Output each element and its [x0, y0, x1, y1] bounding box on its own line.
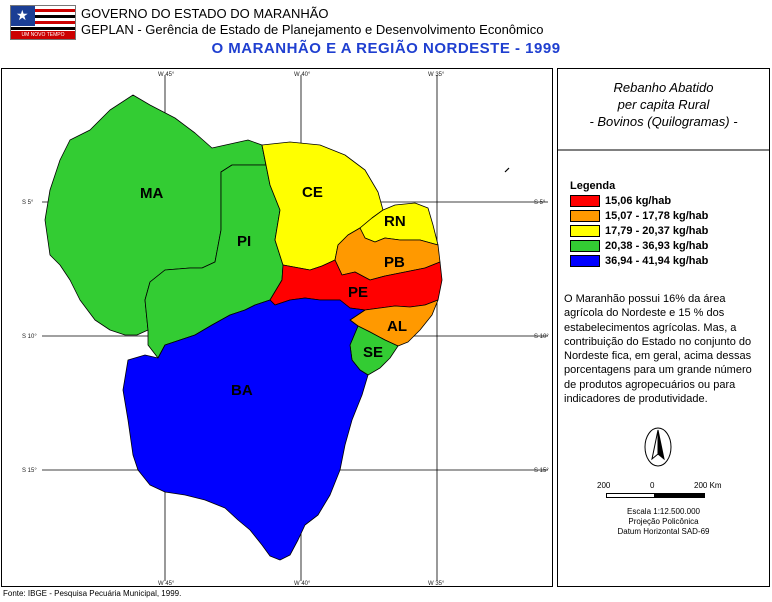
state-label-pe: PE	[348, 284, 368, 301]
logo-motto: UM NOVO TEMPO	[11, 31, 75, 39]
star-icon: ★	[16, 7, 29, 23]
coord-top-45: W 45°	[158, 72, 175, 78]
side-divider	[557, 149, 770, 151]
coord-bottom-40: W 40°	[294, 581, 311, 587]
side-title-line-3: - Bovinos (Quilogramas) -	[589, 114, 738, 129]
description-text: O Maranhão possui 16% da área agrícola d…	[564, 293, 752, 406]
coord-left-5: S 5°	[22, 200, 34, 206]
government-name: GOVERNO DO ESTADO DO MARANHÃO	[81, 6, 329, 21]
north-arrow-icon	[644, 427, 672, 467]
maranhao-flag-logo: ★ UM NOVO TEMPO	[10, 5, 76, 40]
state-label-ma: MA	[140, 185, 163, 202]
state-label-pi: PI	[237, 233, 251, 250]
side-panel-frame	[557, 68, 770, 587]
scale-text: Escala 1:12.500.000	[627, 507, 700, 516]
coord-top-40: W 40°	[294, 72, 311, 78]
coord-bottom-45: W 45°	[158, 581, 175, 587]
coord-right-10: S 10°	[534, 334, 549, 340]
coord-bottom-35: W 35°	[428, 581, 445, 587]
scale-label-right: 200 Km	[694, 481, 722, 490]
legend-swatch	[570, 210, 600, 222]
legend-swatch	[570, 240, 600, 252]
coord-top-35: W 35°	[428, 72, 445, 78]
state-label-al: AL	[387, 318, 407, 335]
legend-label: 17,79 - 20,37 kg/hab	[605, 225, 709, 237]
state-label-ce: CE	[302, 184, 323, 201]
legend-swatch	[570, 195, 600, 207]
state-label-ba: BA	[231, 382, 253, 399]
state-label-rn: RN	[384, 213, 406, 230]
coord-left-10: S 10°	[22, 334, 37, 340]
source-note: Fonte: IBGE - Pesquisa Pecuária Municipa…	[3, 589, 182, 598]
map-svg: W 45° W 40° W 35° W 45° W 40° W 35° S 5°…	[22, 72, 549, 587]
state-ba	[122, 297, 369, 561]
coord-right-5: S 5°	[534, 200, 546, 206]
side-title-line-1: Rebanho Abatido	[613, 80, 714, 95]
legend-label: 20,38 - 36,93 kg/hab	[605, 240, 709, 252]
coord-left-15: S 15°	[22, 468, 37, 474]
projection-text: Projeção Policônica	[628, 517, 699, 526]
legend-title: Legenda	[570, 180, 616, 192]
legend-swatch	[570, 225, 600, 237]
state-label-pb: PB	[384, 254, 405, 271]
coord-right-15: S 15°	[534, 468, 549, 474]
legend-swatch	[570, 255, 600, 267]
scale-bar	[606, 493, 705, 498]
legend-label: 15,06 kg/hab	[605, 195, 672, 207]
legend-label: 36,94 - 41,94 kg/hab	[605, 255, 709, 267]
map-frame	[1, 68, 553, 587]
page-title: O MARANHÃO E A REGIÃO NORDESTE - 1999	[211, 40, 561, 57]
legend-label: 15,07 - 17,78 kg/hab	[605, 210, 709, 222]
agency-name: GEPLAN - Gerência de Estado de Planejame…	[81, 22, 544, 37]
scale-label-left: 200	[597, 481, 611, 490]
side-title-line-2: per capita Rural	[617, 97, 710, 112]
datum-text: Datum Horizontal SAD-69	[617, 527, 710, 536]
island-mark	[504, 167, 510, 173]
scale-label-center: 0	[650, 481, 655, 490]
state-label-se: SE	[363, 344, 383, 361]
